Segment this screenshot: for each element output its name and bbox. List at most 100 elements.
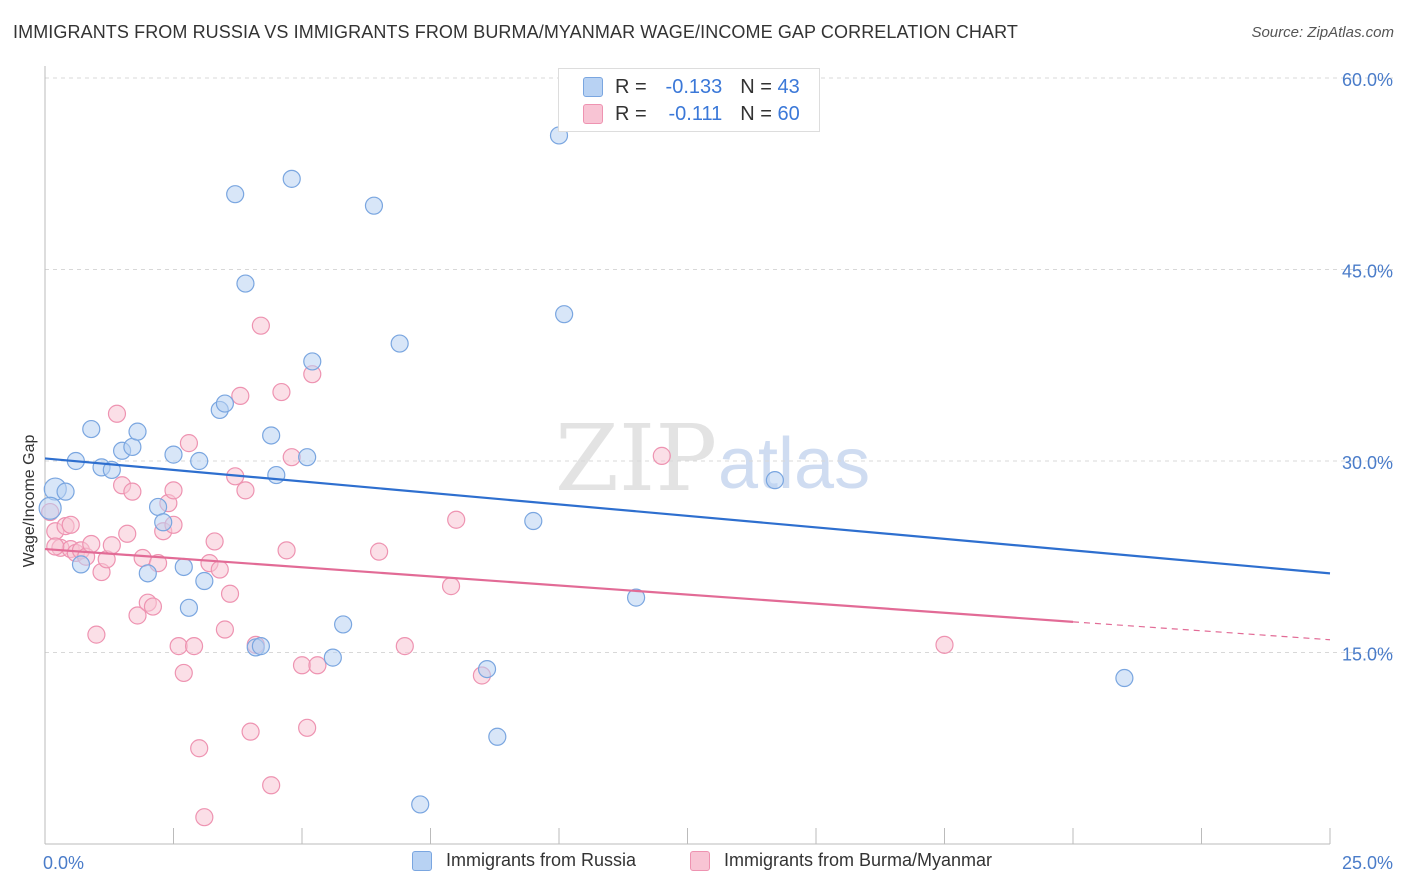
russia-point xyxy=(38,496,62,520)
russia-point xyxy=(174,557,193,577)
russia-legend-swatch xyxy=(412,850,432,871)
burma-point xyxy=(292,656,312,675)
russia-point xyxy=(154,513,173,532)
russia-point xyxy=(323,648,342,667)
burma-point xyxy=(205,532,224,551)
y-tick-label: 60.0% xyxy=(1342,70,1393,90)
burma-point xyxy=(298,718,317,737)
legend-r-value-russia: -0.133 xyxy=(665,75,723,98)
russia-point xyxy=(56,482,75,501)
trend-lines xyxy=(44,457,1331,641)
watermark-atlas: atlas xyxy=(718,424,870,504)
burma-point xyxy=(87,625,106,644)
legend-n-value-burma: 60 xyxy=(777,102,800,125)
burma-point xyxy=(262,776,281,795)
burma-point xyxy=(441,577,461,596)
burma-point xyxy=(241,722,260,741)
x-tick-label-min: 0.0% xyxy=(43,853,84,873)
burma-swatch xyxy=(583,104,603,124)
burma-point xyxy=(107,404,127,423)
y-tick-label: 30.0% xyxy=(1342,453,1393,473)
burma-point xyxy=(251,316,270,335)
burma-point xyxy=(179,434,199,453)
axes xyxy=(44,66,1331,845)
russia-legend-label: Immigrants from Russia xyxy=(446,850,637,870)
y-axis-label: Wage/Income Gap xyxy=(21,435,38,568)
legend-row-russia: R = -0.133 N = 43 xyxy=(583,74,800,100)
russia-point xyxy=(1115,668,1134,688)
correlation-legend: R = -0.133 N = 43 R = -0.111 N = 60 xyxy=(558,68,820,132)
russia-point xyxy=(262,426,281,445)
russia-point xyxy=(195,571,214,591)
burma-point xyxy=(46,537,65,556)
russia-point xyxy=(765,471,784,490)
russia-point xyxy=(626,588,646,607)
russia-point xyxy=(164,445,183,464)
burma-trend-extension xyxy=(1072,621,1331,641)
burma-point xyxy=(184,637,204,656)
legend-n-label: N = xyxy=(740,75,772,98)
source-label: Source: ZipAtlas.com xyxy=(1251,24,1394,41)
russia-point xyxy=(364,196,384,215)
burma-point xyxy=(395,637,414,656)
gridlines xyxy=(45,77,1393,653)
russia-point xyxy=(251,637,270,656)
burma-point xyxy=(210,560,229,579)
bottom-legend-russia: Immigrants from Russia xyxy=(412,850,636,871)
russia-point xyxy=(71,555,91,574)
watermark-zip: ZIP xyxy=(555,405,717,512)
russia-point xyxy=(82,419,101,439)
burma-point xyxy=(118,524,137,543)
burma-point xyxy=(236,481,255,500)
legend-r-label: R = xyxy=(615,102,647,125)
legend-r-label: R = xyxy=(615,75,647,98)
russia-points xyxy=(38,126,1134,814)
burma-point xyxy=(370,542,389,561)
russia-point xyxy=(390,334,409,353)
burma-legend-label: Immigrants from Burma/Myanmar xyxy=(724,850,993,870)
burma-point xyxy=(128,606,147,625)
burma-point xyxy=(164,481,183,500)
russia-swatch xyxy=(583,77,603,97)
russia-point xyxy=(298,448,317,467)
russia-point xyxy=(148,497,168,517)
burma-point xyxy=(272,382,291,402)
russia-point xyxy=(179,598,199,617)
russia-point xyxy=(477,659,497,679)
burma-point xyxy=(215,620,234,639)
bottom-legend-burma: Immigrants from Burma/Myanmar xyxy=(690,850,992,871)
legend-n-label: N = xyxy=(740,102,772,125)
russia-point xyxy=(282,169,301,188)
russia-point xyxy=(123,437,142,457)
burma-point xyxy=(277,541,296,560)
burma-point xyxy=(133,548,152,568)
russia-point xyxy=(411,795,430,814)
burma-point xyxy=(174,663,193,683)
burma-point xyxy=(308,656,327,675)
legend-row-burma: R = -0.111 N = 60 xyxy=(583,101,800,127)
russia-point xyxy=(190,451,209,471)
russia-point xyxy=(555,305,574,324)
burma-point xyxy=(190,739,209,758)
russia-point xyxy=(138,564,157,583)
y-tick-label: 15.0% xyxy=(1342,645,1393,665)
russia-trend-line xyxy=(44,457,1331,575)
burma-point xyxy=(231,386,250,405)
russia-point xyxy=(488,727,507,746)
burma-point xyxy=(102,536,121,555)
burma-point xyxy=(652,446,671,465)
russia-point xyxy=(334,615,353,634)
burma-points xyxy=(41,316,954,827)
watermark: ZIP atlas xyxy=(555,405,870,512)
tick-labels: 15.0% 30.0% 45.0% 60.0% 0.0% 25.0% xyxy=(43,70,1393,873)
x-tick-label-max: 25.0% xyxy=(1342,853,1393,873)
burma-point xyxy=(61,515,80,534)
russia-point xyxy=(267,465,286,485)
y-tick-label: 45.0% xyxy=(1342,262,1393,282)
burma-point xyxy=(169,637,188,656)
burma-legend-swatch xyxy=(690,850,710,871)
legend-n-value-russia: 43 xyxy=(777,75,800,98)
burma-point xyxy=(82,534,101,554)
russia-point xyxy=(236,274,255,293)
